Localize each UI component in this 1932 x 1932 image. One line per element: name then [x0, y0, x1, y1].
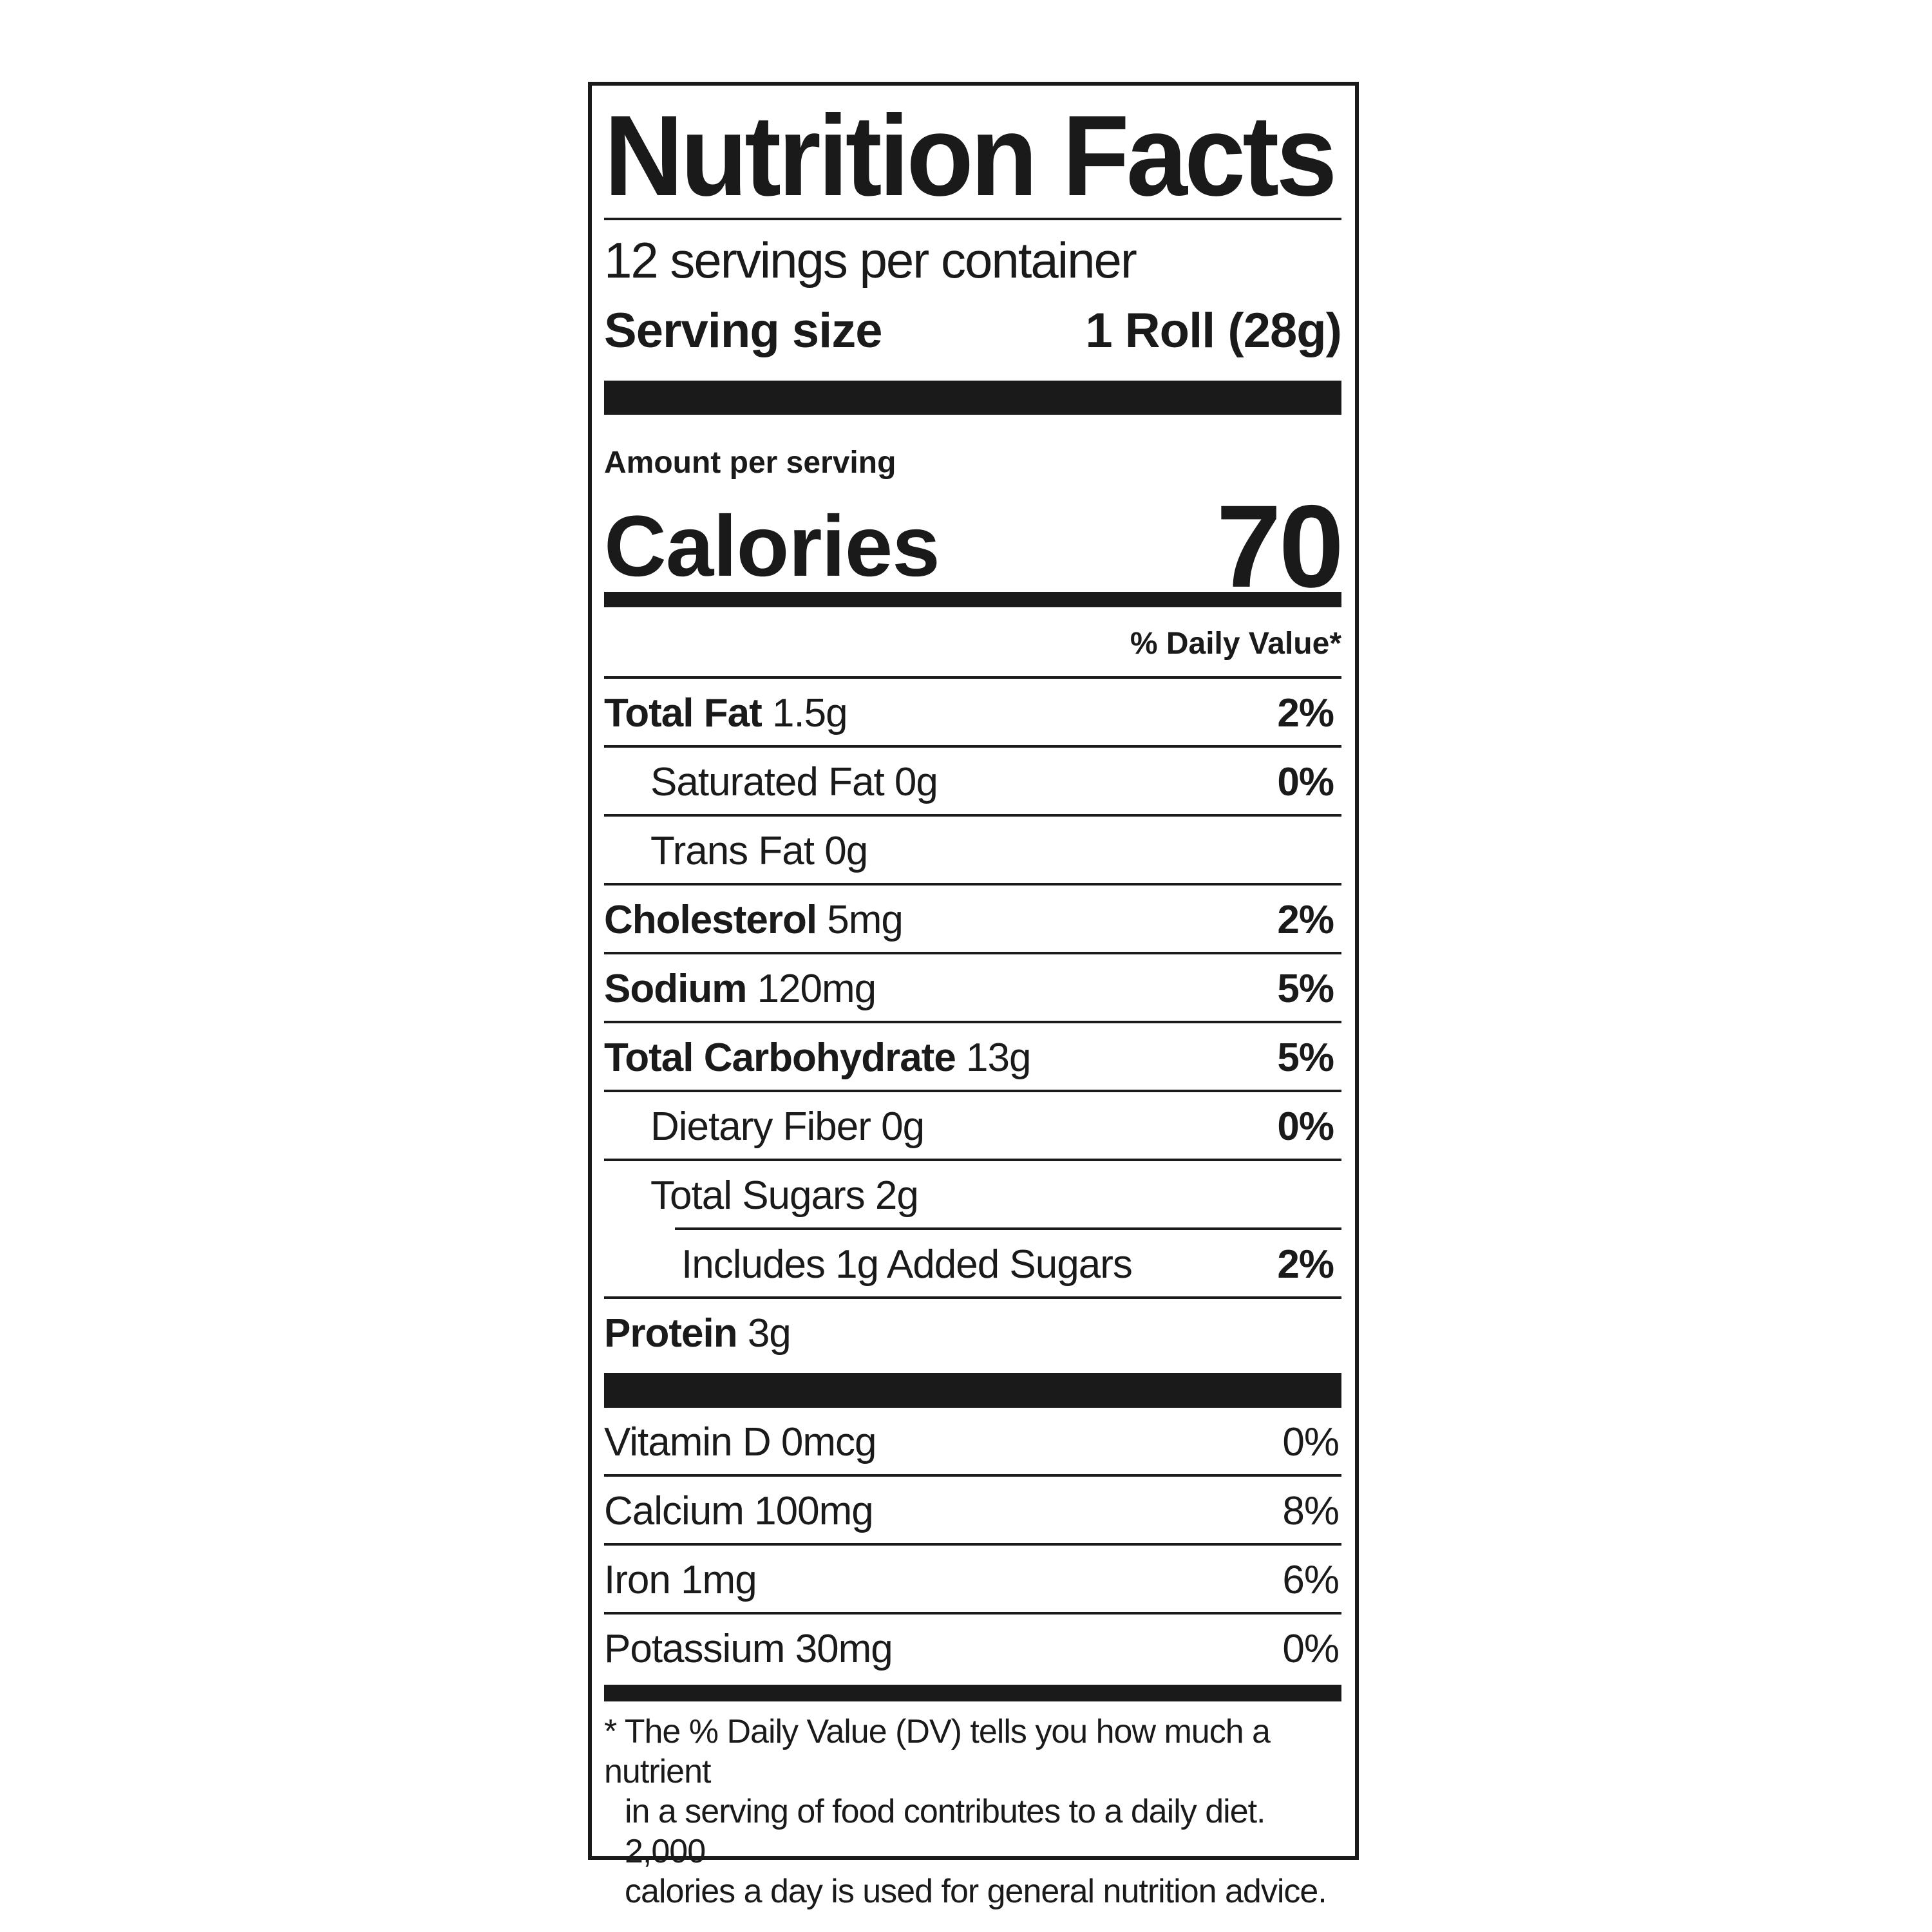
vitamin-amount: 100mg: [754, 1489, 874, 1533]
nutrient-amount: 3g: [747, 1311, 791, 1356]
label-title: Nutrition Facts: [604, 91, 1337, 220]
thick-divider: [604, 381, 1341, 415]
serving-size-value: 1 Roll (28g): [1085, 303, 1342, 358]
calories-value: 70: [1216, 480, 1344, 612]
footnote: * The % Daily Value (DV) tells you how m…: [604, 1712, 1341, 1911]
calories-label: Calories: [604, 498, 940, 594]
vitamin-amount: 1mg: [681, 1558, 757, 1602]
nutrient-row: Total Fat 1.5g 2%: [604, 679, 1341, 748]
vitamin-name: Vitamin D: [604, 1420, 772, 1464]
vitamin-amount: 0mcg: [781, 1420, 877, 1464]
nutrient-daily-value: 5%: [1277, 1036, 1334, 1080]
nutrient-name-amount: Sodium 120mg: [604, 966, 876, 1012]
nutrient-name-amount: Trans Fat 0g: [604, 828, 868, 874]
nutrient-amount: 120mg: [757, 967, 877, 1011]
footnote-line: in a serving of food contributes to a da…: [625, 1793, 1266, 1870]
nutrient-row: Total Sugars 2g: [604, 1161, 1341, 1230]
nutrient-name-amount: Saturated Fat 0g: [604, 759, 938, 805]
vitamin-row: Potassium 30mg 0%: [604, 1615, 1341, 1683]
nutrient-name-amount: Protein 3g: [604, 1311, 791, 1356]
nutrient-daily-value: 0%: [1277, 760, 1334, 804]
nutrient-name-amount: Total Fat 1.5g: [604, 690, 848, 736]
nutrient-row: Protein 3g: [604, 1299, 1341, 1368]
nutrient-name-amount: Total Sugars 2g: [604, 1173, 919, 1218]
footnote-line: calories a day is used for general nutri…: [625, 1873, 1327, 1910]
nutrient-daily-value: 2%: [1277, 1242, 1334, 1287]
nutrient-row: Saturated Fat 0g 0%: [604, 748, 1341, 817]
vitamin-name-amount: Vitamin D 0mcg: [604, 1419, 876, 1465]
nutrient-daily-value: 2%: [1277, 691, 1334, 735]
nutrient-row: Dietary Fiber 0g 0%: [604, 1092, 1341, 1161]
nutrient-row: Total Carbohydrate 13g 5%: [604, 1023, 1341, 1092]
amount-per-serving: Amount per serving: [604, 446, 896, 480]
divider: [604, 218, 1341, 220]
nutrition-facts-label: Nutrition Facts 12 servings per containe…: [588, 82, 1359, 1910]
vitamin-name: Calcium: [604, 1489, 744, 1533]
nutrient-list: Total Fat 1.5g 2% Saturated Fat 0g 0% Trans …: [604, 679, 1341, 1368]
nutrient-name: Protein: [604, 1311, 738, 1356]
nutrient-amount: 5mg: [827, 898, 904, 942]
vitamin-daily-value: 0%: [1282, 1420, 1340, 1464]
nutrient-name: Sodium: [604, 967, 747, 1011]
nutrient-name: Trans Fat: [650, 829, 815, 873]
nutrient-amount: 0g: [824, 829, 868, 873]
vitamin-name: Iron: [604, 1558, 671, 1602]
nutrient-name-amount: Total Carbohydrate 13g: [604, 1035, 1032, 1081]
servings-per-container: 12 servings per container: [604, 232, 1137, 289]
nutrient-name-amount: Cholesterol 5mg: [604, 897, 904, 943]
vitamin-name: Potassium: [604, 1627, 785, 1671]
nutrient-row: Sodium 120mg 5%: [604, 954, 1341, 1023]
vitamin-name-amount: Potassium 30mg: [604, 1626, 893, 1672]
footnote-line: * The % Daily Value (DV) tells you how m…: [604, 1713, 1271, 1790]
vitamin-name-amount: Iron 1mg: [604, 1557, 757, 1603]
nutrient-row: Includes 1g Added Sugars 2%: [604, 1230, 1341, 1299]
nutrient-amount: 0g: [894, 760, 938, 804]
nutrient-daily-value: 5%: [1277, 967, 1334, 1011]
nutrient-amount: 1.5g: [772, 691, 848, 735]
thick-divider: [604, 1373, 1341, 1408]
vitamin-row: Vitamin D 0mcg 0%: [604, 1408, 1341, 1477]
nutrient-name: Includes 1g Added Sugars: [681, 1242, 1133, 1287]
serving-size-label: Serving size: [604, 303, 883, 358]
nutrient-row: Trans Fat 0g: [604, 817, 1341, 886]
nutrient-daily-value: 2%: [1277, 898, 1334, 942]
nutrient-name: Total Carbohydrate: [604, 1036, 956, 1080]
vitamin-list: Vitamin D 0mcg 0% Calcium 100mg 8% Iron 1mg 6…: [604, 1408, 1341, 1683]
nutrient-name: Total Fat: [604, 691, 762, 735]
nutrient-amount: 2g: [875, 1173, 919, 1218]
medium-divider: [604, 592, 1341, 607]
nutrient-name-amount: Dietary Fiber 0g: [604, 1104, 925, 1150]
nutrient-name: Cholesterol: [604, 898, 817, 942]
vitamin-name-amount: Calcium 100mg: [604, 1488, 874, 1534]
nutrient-name: Dietary Fiber: [650, 1104, 871, 1149]
nutrient-name-amount: Includes 1g Added Sugars: [604, 1242, 1133, 1287]
vitamin-row: Iron 1mg 6%: [604, 1546, 1341, 1615]
daily-value-header: % Daily Value*: [1130, 627, 1341, 661]
vitamin-daily-value: 8%: [1282, 1489, 1340, 1533]
calories-row: Calories 70: [604, 480, 1344, 612]
vitamin-amount: 30mg: [795, 1627, 893, 1671]
divider: [604, 676, 1341, 679]
medium-divider: [604, 1685, 1341, 1701]
nutrient-name: Total Sugars: [650, 1173, 866, 1218]
nutrient-daily-value: 0%: [1277, 1104, 1334, 1149]
vitamin-daily-value: 6%: [1282, 1558, 1340, 1602]
vitamin-daily-value: 0%: [1282, 1627, 1340, 1671]
nutrient-amount: 13g: [966, 1036, 1031, 1080]
nutrient-row: Cholesterol 5mg 2%: [604, 886, 1341, 954]
nutrient-name: Saturated Fat: [650, 760, 885, 804]
vitamin-row: Calcium 100mg 8%: [604, 1477, 1341, 1546]
serving-size-row: Serving size 1 Roll (28g): [604, 298, 1342, 363]
nutrient-amount: 0g: [881, 1104, 925, 1149]
